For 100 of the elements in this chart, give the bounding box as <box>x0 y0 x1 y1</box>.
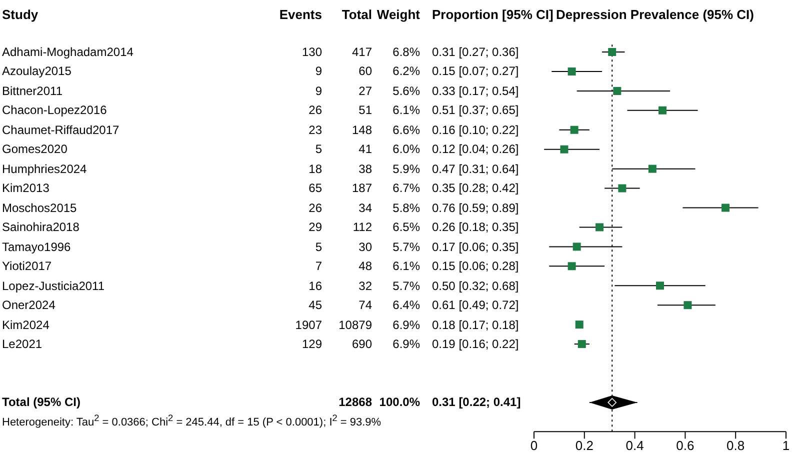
data-label: 0.31 [0.27; 0.36] <box>432 45 519 59</box>
data-label: 9 <box>315 64 322 78</box>
text: Study <box>2 7 38 22</box>
data-label: 0.15 [0.06; 0.28] <box>432 259 519 274</box>
point <box>568 67 576 76</box>
data-label: 0.50 [0.32; 0.68] <box>432 278 519 293</box>
data-label: 0.17 [0.06; 0.35] <box>432 240 519 254</box>
text: Weight <box>376 7 420 22</box>
data-label: 16 <box>308 278 322 293</box>
category-label: Tamayo1996 <box>2 240 71 254</box>
data-label: 0.18 [0.17; 0.18] <box>432 318 519 332</box>
category-label: Kim2024 <box>2 318 50 332</box>
data-label: 112 <box>352 220 372 234</box>
data-label: 6.7% <box>392 181 420 196</box>
x-tick-label: 0.8 <box>726 438 745 453</box>
data-label: 34 <box>358 200 372 215</box>
data-label: 6.4% <box>392 298 420 312</box>
point <box>570 126 578 134</box>
point <box>618 184 626 192</box>
data-label: 6.6% <box>392 122 420 137</box>
x-tick-label: 0.6 <box>676 438 694 453</box>
data-label: 65 <box>308 181 322 196</box>
data-label: 18 <box>308 162 322 176</box>
data-label: 32 <box>358 278 372 293</box>
x-tick-label: 0.2 <box>575 438 594 453</box>
category-label: Chaumet-Riffaud2017 <box>2 122 120 137</box>
text: Heterogeneity: Tau$^{2}$ = 0.0366; Chi$^{2}$ = 245.44, df = 15 (P < 0.0001); I$^{2}$ = 93.9% <box>2 413 382 429</box>
data-label: 10879 <box>338 318 372 332</box>
chart-title: Depression Prevalence (95% CI) <box>556 7 754 22</box>
category-label: Azoulay2015 <box>2 64 72 78</box>
point <box>608 48 616 56</box>
data-label: 9 <box>315 84 322 98</box>
data-label: 74 <box>358 298 372 312</box>
data-label: 148 <box>352 122 372 137</box>
category-label: Total (95% CI) <box>2 395 80 410</box>
data-label: 6.8% <box>392 45 420 59</box>
x-tick-label: 1 <box>782 438 790 453</box>
x-tick-label: 0 <box>530 438 538 453</box>
point <box>572 242 581 251</box>
data-label: 6.9% <box>392 318 420 332</box>
data-label: 417 <box>352 45 372 59</box>
data-label: 5.8% <box>392 200 420 215</box>
data-label: 6.1% <box>392 103 420 118</box>
point <box>648 164 656 173</box>
data-label: 27 <box>358 84 372 98</box>
data-label: 0.19 [0.16; 0.22] <box>432 337 519 352</box>
text: Proportion [95% CI] <box>432 7 554 22</box>
point <box>578 340 586 348</box>
category-label: Le2021 <box>2 337 42 352</box>
data-label: 51 <box>358 103 372 118</box>
data-label: 5.7% <box>392 278 420 293</box>
point <box>656 282 664 290</box>
data-label: 0.26 [0.18; 0.35] <box>432 220 519 234</box>
data-label: 0.47 [0.31; 0.64] <box>432 162 519 176</box>
data-label: 7 <box>315 259 322 274</box>
data-label: 0.51 [0.37; 0.65] <box>432 103 519 118</box>
point <box>613 86 622 95</box>
data-label: 60 <box>358 64 372 78</box>
point <box>596 223 604 232</box>
category-label: Bittner2011 <box>2 84 62 98</box>
data-label: 100.0% <box>379 395 420 410</box>
data-label: 6.0% <box>392 142 420 156</box>
category-label: Humphries2024 <box>2 162 87 176</box>
data-label: 6.2% <box>392 64 420 78</box>
data-label: 1907 <box>295 318 322 332</box>
point <box>568 262 576 270</box>
data-label: 0.76 [0.59; 0.89] <box>432 200 519 215</box>
category-label: Lopez-Justicia2011 <box>2 278 105 293</box>
data-label: 12868 <box>338 395 372 410</box>
data-label: 0.12 [0.04; 0.26] <box>432 142 519 156</box>
data-label: 5.7% <box>392 240 420 254</box>
data-label: 5 <box>315 142 322 156</box>
text: Events <box>279 7 322 22</box>
category-label: Oner2024 <box>2 298 56 312</box>
data-label: 0.33 [0.17; 0.54] <box>432 84 519 98</box>
point <box>608 398 617 407</box>
data-label: 130 <box>302 45 322 59</box>
data-label: 129 <box>302 337 322 352</box>
category-label: Kim2013 <box>2 181 50 196</box>
point <box>684 301 692 310</box>
data-label: 0.15 [0.07; 0.27] <box>432 64 519 78</box>
data-label: 5.9% <box>392 162 420 176</box>
point <box>560 145 568 154</box>
data-label: 45 <box>308 298 322 312</box>
data-label: 0.31 [0.22; 0.41] <box>432 395 521 410</box>
category-label: Chacon-Lopez2016 <box>2 103 107 118</box>
data-label: 6.9% <box>392 337 420 352</box>
point <box>658 106 667 114</box>
data-label: 0.16 [0.10; 0.22] <box>432 122 519 137</box>
data-label: 26 <box>308 200 322 215</box>
data-label: 187 <box>352 181 372 196</box>
data-label: 0.35 [0.28; 0.42] <box>432 181 519 196</box>
data-label: 41 <box>358 142 372 156</box>
data-label: 29 <box>308 220 322 234</box>
data-label: 5 <box>315 240 322 254</box>
data-label: 23 <box>308 122 322 137</box>
data-label: 6.1% <box>392 259 420 274</box>
category-label: Moschos2015 <box>2 200 77 215</box>
data-label: 6.5% <box>392 220 420 234</box>
text: Total <box>342 7 372 22</box>
